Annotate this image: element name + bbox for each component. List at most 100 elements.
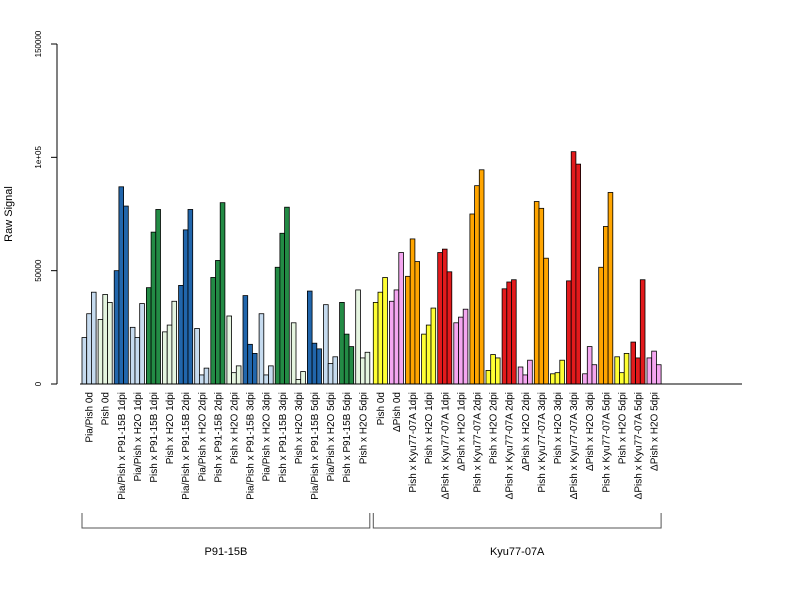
- bar: [162, 331, 168, 385]
- x-tick-label: Pish x H2O 5dpi: [358, 392, 369, 464]
- x-tick-label: Pish x Kyu77-07A 3dpi: [537, 392, 548, 493]
- x-tick-label: Pish x P91-15B 2dpi: [213, 392, 224, 483]
- y-axis: 0 50000 1e+05 150000: [34, 30, 58, 386]
- y-tick-label: 0: [34, 381, 43, 386]
- group-brackets: P91-15B Kyu77-07A: [81, 513, 662, 558]
- bar: [570, 151, 577, 385]
- bar: [343, 333, 350, 385]
- bar: [226, 315, 232, 385]
- bar: [393, 289, 400, 385]
- x-tick-label: Pish 0d: [101, 392, 112, 425]
- x-tick-label: ΔPish x Kyu77-07A 5dpi: [633, 392, 644, 499]
- x-tick-label: Pia/Pish x H2O 2dpi: [197, 392, 208, 482]
- bar: [623, 352, 630, 385]
- bar: [533, 201, 540, 385]
- bar: [453, 322, 459, 385]
- bar: [332, 356, 338, 385]
- bar: [554, 372, 561, 385]
- bar: [166, 324, 173, 385]
- bar: [405, 275, 411, 385]
- bar: [187, 209, 194, 385]
- bar: [86, 313, 92, 385]
- x-tick-label: Pia/Pish 0d: [85, 392, 96, 443]
- bar: [258, 313, 265, 385]
- x-tick-label: Pia/Pish x P91-15B 3dpi: [246, 392, 257, 500]
- bar: [614, 356, 620, 385]
- bar: [506, 281, 512, 385]
- bar: [81, 337, 88, 385]
- bar: [437, 252, 443, 385]
- x-tick-label: ΔPish 0d: [392, 392, 403, 432]
- bar: [478, 169, 485, 385]
- bar: [247, 343, 253, 385]
- x-tick-label: Pish x H2O 1dpi: [424, 392, 435, 464]
- x-tick-label: Pia/Pish x P91-15B 2dpi: [181, 392, 192, 500]
- bar: [118, 186, 125, 385]
- x-tick-label: Pish x Kyu77-07A 2dpi: [472, 392, 483, 493]
- bar: [388, 300, 395, 385]
- x-tick-label: ΔPish x H2O 2dpi: [521, 392, 532, 471]
- bar: [425, 324, 432, 385]
- bar: [372, 301, 379, 385]
- x-tick-label: Pia/Pish x H2O 3dpi: [262, 392, 273, 482]
- bar: [607, 192, 614, 385]
- x-tick-labels: Pia/Pish 0d Pish 0d Pia/Pish x P91-15B 1dp…: [85, 392, 661, 500]
- bar: [656, 364, 662, 385]
- bar: [364, 351, 371, 385]
- bar: [274, 266, 281, 385]
- bar: [348, 346, 355, 385]
- x-tick-label: ΔPish x Kyu77-07A 3dpi: [569, 392, 580, 499]
- bar: [316, 348, 322, 385]
- bar: [651, 350, 657, 385]
- group-bracket: [372, 513, 662, 529]
- bar: [421, 333, 427, 385]
- bar: [591, 364, 598, 385]
- bar: [242, 295, 249, 385]
- bar: [462, 308, 469, 385]
- x-tick-label: ΔPish x Kyu77-07A 1dpi: [440, 392, 451, 499]
- bar: [150, 231, 157, 385]
- bar: [398, 252, 404, 385]
- x-tick-label: Pish x H2O 3dpi: [294, 392, 305, 464]
- bar: [517, 366, 524, 385]
- bar: [155, 209, 161, 385]
- bar: [559, 359, 565, 385]
- bar: [129, 326, 136, 385]
- bar: [527, 359, 533, 385]
- bar: [355, 289, 361, 385]
- bar: [145, 287, 152, 385]
- bar: [359, 357, 366, 385]
- bar: [102, 294, 108, 385]
- y-tick-label: 150000: [34, 30, 43, 57]
- bar: [582, 373, 588, 385]
- bar: [231, 372, 237, 385]
- bar: [474, 185, 480, 385]
- bar: [251, 352, 258, 385]
- bar: [469, 213, 475, 385]
- y-tick-label: 50000: [34, 259, 43, 282]
- bar: [635, 357, 641, 385]
- x-tick-label: Pish x H2O 2dpi: [489, 392, 500, 464]
- bar: [123, 205, 129, 385]
- bar: [430, 307, 437, 385]
- bar: [630, 341, 637, 385]
- bar: [134, 337, 141, 385]
- bar: [490, 354, 496, 385]
- bar: [279, 232, 285, 385]
- bar: [97, 318, 104, 385]
- bar: [414, 261, 420, 385]
- x-tick-label: Pish x Kyu77-07A 5dpi: [601, 392, 612, 493]
- bar: [566, 280, 572, 385]
- bar: [194, 328, 200, 385]
- bar: [494, 357, 501, 385]
- bar: [215, 260, 221, 385]
- x-tick-label: Pish x H2O 3dpi: [553, 392, 564, 464]
- bar: [171, 300, 177, 385]
- y-axis-label: Raw Signal: [3, 186, 15, 242]
- bar: [522, 374, 529, 385]
- bar: [139, 303, 145, 385]
- bar: [210, 277, 216, 385]
- y-tick-label: 1e+05: [34, 146, 43, 169]
